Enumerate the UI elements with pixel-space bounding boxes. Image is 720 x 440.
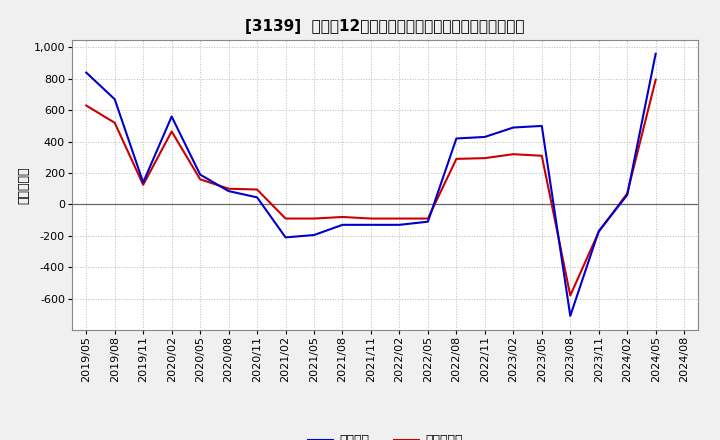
- 当期純利益: [395, 216, 404, 221]
- Title: [3139]  利益だ12か月移動合計の対前年同期増減額の推移: [3139] 利益だ12か月移動合計の対前年同期増減額の推移: [246, 19, 525, 34]
- 経常利益: [595, 228, 603, 234]
- 経常利益: [423, 219, 432, 224]
- 経常利益: [139, 180, 148, 185]
- 当期純利益: [139, 182, 148, 187]
- 経常利益: [623, 192, 631, 198]
- Legend: 経常利益, 当期純利益: 経常利益, 当期純利益: [302, 429, 468, 440]
- 経常利益: [395, 222, 404, 227]
- 経常利益: [509, 125, 518, 130]
- 当期純利益: [338, 214, 347, 220]
- 当期純利益: [167, 129, 176, 134]
- 当期純利益: [110, 120, 119, 125]
- Line: 経常利益: 経常利益: [86, 54, 656, 316]
- 当期純利益: [82, 103, 91, 108]
- 経常利益: [338, 222, 347, 227]
- 経常利益: [537, 123, 546, 128]
- 当期純利益: [566, 293, 575, 298]
- 経常利益: [167, 114, 176, 119]
- 経常利益: [110, 97, 119, 102]
- 当期純利益: [310, 216, 318, 221]
- 当期純利益: [595, 229, 603, 235]
- 経常利益: [566, 313, 575, 319]
- 経常利益: [366, 222, 375, 227]
- 当期純利益: [480, 155, 489, 161]
- 経常利益: [282, 235, 290, 240]
- 当期純利益: [225, 186, 233, 191]
- 経常利益: [196, 172, 204, 177]
- Y-axis label: （百万円）: （百万円）: [18, 166, 31, 204]
- 当期純利益: [509, 151, 518, 157]
- 当期純利益: [452, 156, 461, 161]
- 経常利益: [253, 195, 261, 200]
- Line: 当期純利益: 当期純利益: [86, 80, 656, 296]
- 当期純利益: [253, 187, 261, 192]
- 当期純利益: [366, 216, 375, 221]
- 経常利益: [480, 134, 489, 139]
- 経常利益: [452, 136, 461, 141]
- 当期純利益: [623, 191, 631, 196]
- 経常利益: [652, 51, 660, 56]
- 経常利益: [225, 188, 233, 194]
- 当期純利益: [423, 216, 432, 221]
- 当期純利益: [652, 77, 660, 82]
- 経常利益: [310, 232, 318, 238]
- 当期純利益: [537, 153, 546, 158]
- 当期純利益: [196, 177, 204, 182]
- 当期純利益: [282, 216, 290, 221]
- 経常利益: [82, 70, 91, 75]
